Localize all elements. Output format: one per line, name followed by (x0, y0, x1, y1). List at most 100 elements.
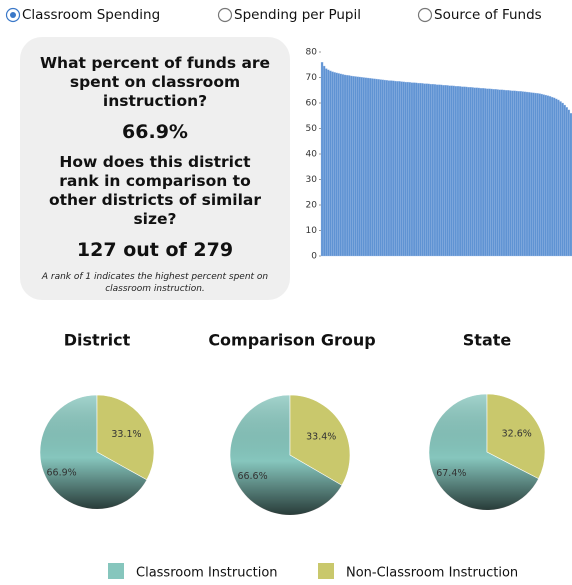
bar (389, 80, 393, 257)
bar (523, 91, 527, 257)
bar (383, 79, 386, 257)
bar (400, 81, 403, 257)
bar (494, 89, 497, 257)
bar (385, 80, 389, 257)
bar (366, 77, 370, 257)
bar (536, 93, 539, 257)
bar (521, 91, 525, 257)
y-tick-label: 10 (306, 226, 318, 236)
pie-value-label: 67.4% (436, 468, 466, 479)
bar (454, 86, 458, 257)
pie-value-label: 32.6% (502, 428, 532, 439)
bar (475, 87, 479, 257)
bar (437, 84, 441, 257)
bar (488, 88, 491, 257)
bar (527, 92, 531, 257)
bar (519, 91, 522, 257)
pie-title: Comparison Group (208, 331, 375, 350)
bar (471, 87, 474, 257)
bar (463, 86, 466, 257)
bar (425, 83, 428, 257)
y-tick-label: 70 (306, 73, 318, 83)
bar (368, 78, 372, 257)
bar (444, 85, 447, 257)
bar (492, 89, 495, 257)
bar (325, 68, 328, 257)
bar (452, 85, 456, 257)
radio-button[interactable] (417, 7, 433, 23)
bar (563, 104, 566, 257)
bar (329, 70, 332, 257)
bar (440, 84, 443, 257)
bar (567, 109, 571, 257)
tab-label[interactable]: Source of Funds (434, 7, 542, 23)
bar (456, 86, 460, 257)
bar (433, 84, 437, 257)
y-tick-label: 50 (306, 124, 318, 134)
bar (517, 91, 520, 257)
bar (548, 96, 552, 257)
bar (375, 78, 378, 257)
bar (408, 82, 412, 257)
bar (509, 90, 512, 257)
question: How does this district rank in compariso… (48, 153, 262, 228)
bar (540, 93, 543, 257)
bar (354, 76, 357, 257)
bar (339, 73, 343, 257)
slice-shade (40, 395, 147, 509)
bar (362, 77, 366, 257)
bar (479, 88, 483, 257)
bar (412, 82, 416, 257)
bar (348, 75, 351, 257)
bar (431, 83, 435, 257)
bar (404, 81, 407, 257)
bar (402, 81, 405, 257)
pie-value-label: 33.4% (306, 432, 336, 443)
tab-label[interactable]: Spending per Pupil (234, 7, 361, 23)
bar (511, 90, 514, 257)
pie-value-label: 33.1% (111, 429, 141, 440)
pie-slice (486, 393, 546, 480)
bar (500, 89, 504, 257)
legend-label: Non-Classroom Instruction (346, 566, 518, 581)
radio-button[interactable] (217, 7, 233, 23)
bar (555, 98, 558, 257)
pie-slice (96, 394, 155, 481)
bar (414, 82, 418, 257)
bar (360, 77, 363, 257)
bar (515, 90, 518, 257)
bar (467, 87, 470, 257)
bar (538, 93, 541, 257)
pie-title: District (64, 331, 131, 350)
y-tick-label: 40 (306, 150, 318, 160)
bar (423, 83, 426, 257)
bar (465, 86, 468, 257)
bar (557, 99, 560, 257)
bar (396, 81, 399, 257)
bar (498, 89, 502, 257)
bar (381, 79, 384, 257)
bar (335, 72, 338, 257)
question: What percent of funds are spent on class… (39, 54, 271, 110)
bar (421, 83, 424, 257)
bar (446, 85, 449, 257)
y-tick-label: 80 (306, 48, 318, 58)
bar (486, 88, 489, 257)
note: A rank of 1 indicates the highest percen… (41, 272, 269, 294)
pie-slice (289, 394, 351, 486)
summary-panel: What percent of funds are spent on class… (20, 37, 290, 300)
bar (320, 62, 324, 257)
bar (458, 86, 462, 257)
bar (331, 71, 334, 257)
bar (473, 87, 476, 257)
bar (504, 90, 508, 257)
y-tick-label: 0 (311, 252, 317, 262)
bar (337, 73, 340, 257)
bar (534, 92, 537, 257)
slice-shade (230, 395, 342, 515)
bar (373, 78, 376, 257)
tab-label[interactable]: Classroom Spending (22, 7, 160, 23)
slice-shade (429, 394, 539, 510)
